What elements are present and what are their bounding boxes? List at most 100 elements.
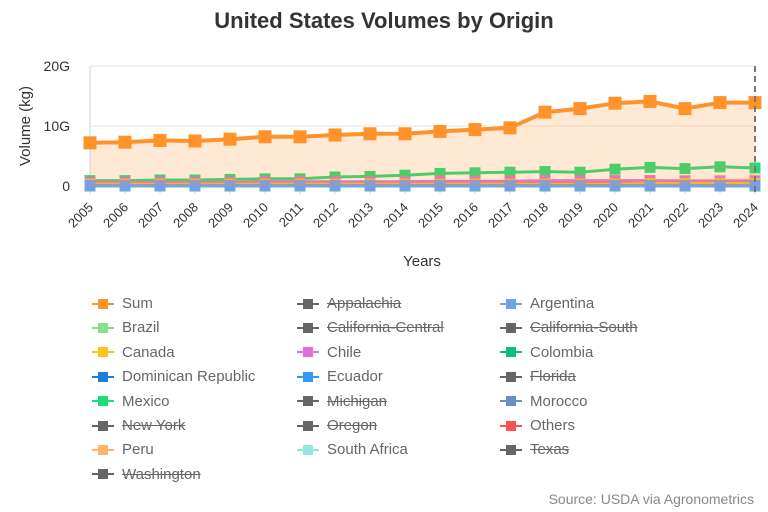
legend-symbol-icon	[92, 347, 114, 358]
x-tick-label: 2022	[660, 200, 691, 231]
chart-title: United States Volumes by Origin	[214, 8, 554, 33]
legend-label: Appalachia	[327, 295, 402, 312]
data-point	[259, 179, 271, 191]
data-point	[539, 179, 551, 191]
x-tick-label: 2015	[415, 200, 446, 231]
legend-item-appalachia[interactable]: Appalachia	[297, 295, 401, 312]
legend-label: California-South	[530, 319, 638, 337]
data-point	[714, 161, 726, 173]
source-note: Source: USDA via Agronometrics	[548, 491, 754, 507]
data-point	[538, 105, 552, 119]
legend-item-california-central[interactable]: California-Central	[297, 319, 444, 336]
legend-item-texas[interactable]: Texas	[500, 441, 569, 458]
legend-item-florida[interactable]: Florida	[500, 368, 576, 385]
x-tick-label: 2008	[170, 200, 201, 231]
data-point	[189, 179, 201, 191]
legend-label: South Africa	[327, 441, 408, 459]
legend-item-washington[interactable]: Washington	[92, 466, 201, 483]
data-point	[469, 167, 481, 179]
legend-symbol-icon	[297, 298, 319, 309]
x-tick-label: 2019	[555, 200, 586, 231]
data-point	[434, 167, 446, 179]
legend-symbol-icon	[500, 371, 522, 382]
data-point	[748, 96, 762, 110]
legend-item-peru[interactable]: Peru	[92, 441, 154, 458]
legend-label: Morocco	[530, 392, 588, 410]
data-point	[749, 179, 761, 191]
data-point	[153, 133, 167, 147]
legend-symbol-icon	[92, 298, 114, 309]
legend-label: Argentina	[530, 295, 595, 312]
legend-label: Texas	[530, 441, 570, 459]
legend-item-oregon[interactable]: Oregon	[297, 417, 377, 434]
legend-label: California-Central	[327, 319, 444, 337]
legend-symbol-icon	[92, 444, 114, 455]
data-point	[539, 166, 551, 178]
x-tick-label: 2009	[205, 200, 236, 231]
data-point	[188, 134, 202, 148]
data-point	[678, 102, 692, 116]
legend-symbol-icon	[500, 420, 522, 431]
legend-symbol-icon	[500, 298, 522, 309]
legend-symbol-icon	[92, 322, 114, 333]
x-tick-label: 2005	[65, 200, 96, 231]
area-fill	[90, 101, 755, 186]
y-tick-label: 20G	[44, 58, 70, 74]
legend-symbol-icon	[297, 396, 319, 407]
legend-symbol-icon	[297, 371, 319, 382]
series-sum	[83, 94, 762, 186]
legend-label: Canada	[122, 343, 175, 361]
legend-item-argentina[interactable]: Argentina	[500, 295, 594, 312]
legend-item-mexico[interactable]: Mexico	[92, 393, 170, 410]
data-point	[469, 179, 481, 191]
legend-label: Dominican Republic	[122, 368, 256, 386]
data-point	[119, 179, 131, 191]
legend-item-dominican-republic[interactable]: Dominican Republic	[92, 368, 255, 385]
legend-label: Mexico	[122, 392, 170, 410]
legend-item-ecuador[interactable]: Ecuador	[297, 368, 383, 385]
legend-item-colombia[interactable]: Colombia	[500, 344, 593, 361]
legend-item-south-africa[interactable]: South Africa	[297, 441, 408, 458]
data-point	[329, 179, 341, 191]
legend-item-sum[interactable]: Sum	[92, 295, 153, 312]
legend-item-others[interactable]: Others	[500, 417, 575, 434]
data-point	[643, 94, 657, 108]
legend-symbol-icon	[500, 444, 522, 455]
data-point	[328, 128, 342, 142]
legend-item-california-south[interactable]: California-South	[500, 319, 638, 336]
x-tick-label: 2017	[485, 200, 516, 231]
data-point	[679, 179, 691, 191]
data-point	[364, 179, 376, 191]
x-tick-label: 2011	[276, 200, 306, 230]
data-point	[118, 135, 132, 149]
series-argentina	[84, 179, 761, 191]
legend-label: Oregon	[327, 417, 378, 434]
x-tick-label: 2023	[695, 200, 726, 231]
data-point	[258, 130, 272, 144]
data-point	[503, 121, 517, 135]
legend-item-new-york[interactable]: New York	[92, 417, 185, 434]
legend-item-morocco[interactable]: Morocco	[500, 393, 588, 410]
data-point	[713, 96, 727, 110]
y-axis-title: Volume (kg)	[17, 86, 34, 166]
legend-item-brazil[interactable]: Brazil	[92, 319, 160, 336]
series-line	[90, 179, 755, 184]
legend-label: Florida	[530, 368, 576, 386]
data-point	[679, 163, 691, 175]
legend-symbol-icon	[297, 322, 319, 333]
data-point	[644, 179, 656, 191]
legend-label: Washington	[122, 465, 201, 483]
data-point	[293, 130, 307, 144]
legend-symbol-icon	[500, 347, 522, 358]
legend-item-michigan[interactable]: Michigan	[297, 393, 387, 410]
legend-item-chile[interactable]: Chile	[297, 344, 361, 361]
legend-label: Michigan	[327, 392, 388, 410]
legend-item-canada[interactable]: Canada	[92, 344, 175, 361]
x-tick-label: 2014	[380, 200, 411, 231]
data-point	[644, 161, 656, 173]
x-tick-label: 2007	[135, 200, 166, 231]
x-tick-label: 2021	[625, 200, 656, 231]
x-tick-label: 2006	[100, 200, 131, 231]
data-point	[574, 179, 586, 191]
legend-symbol-icon	[92, 469, 114, 480]
